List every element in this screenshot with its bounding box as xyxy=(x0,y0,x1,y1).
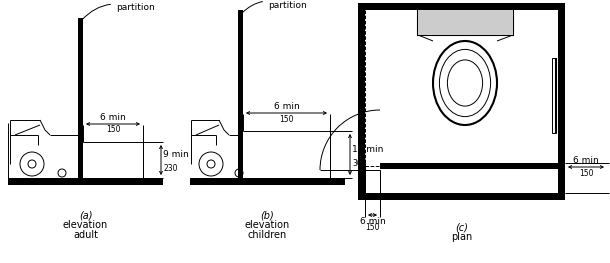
Text: 150: 150 xyxy=(365,223,380,232)
Bar xyxy=(418,10,513,35)
Bar xyxy=(358,193,565,200)
Bar xyxy=(358,3,565,10)
Text: 6 min: 6 min xyxy=(100,113,126,122)
Text: (b): (b) xyxy=(260,210,274,220)
Bar xyxy=(558,3,565,200)
Text: 150: 150 xyxy=(279,114,294,124)
Text: (c): (c) xyxy=(455,222,468,232)
Ellipse shape xyxy=(433,41,497,125)
Text: plan: plan xyxy=(451,232,472,242)
Text: 150: 150 xyxy=(106,125,120,134)
Text: elevation: elevation xyxy=(245,220,290,230)
Text: 6 min: 6 min xyxy=(274,102,300,111)
Text: children: children xyxy=(248,230,287,240)
Bar xyxy=(8,178,163,185)
Text: 150: 150 xyxy=(579,169,594,178)
Bar xyxy=(358,3,365,200)
Text: 305: 305 xyxy=(352,159,367,168)
Text: 12 min: 12 min xyxy=(352,144,383,154)
Bar xyxy=(358,163,365,200)
Text: (a): (a) xyxy=(79,210,92,220)
Text: partition: partition xyxy=(82,3,155,20)
Text: adult: adult xyxy=(73,230,98,240)
Text: 6 min: 6 min xyxy=(573,156,599,165)
Bar xyxy=(422,13,509,32)
Text: elevation: elevation xyxy=(63,220,108,230)
Text: 6 min: 6 min xyxy=(360,217,386,226)
Bar xyxy=(418,10,513,35)
Text: 230: 230 xyxy=(163,164,178,173)
Text: 9 min: 9 min xyxy=(163,150,188,159)
Bar xyxy=(238,10,243,178)
Bar xyxy=(78,18,83,178)
Bar xyxy=(190,178,345,185)
Bar xyxy=(380,163,558,169)
Text: partition: partition xyxy=(242,1,307,13)
Bar xyxy=(552,58,556,133)
